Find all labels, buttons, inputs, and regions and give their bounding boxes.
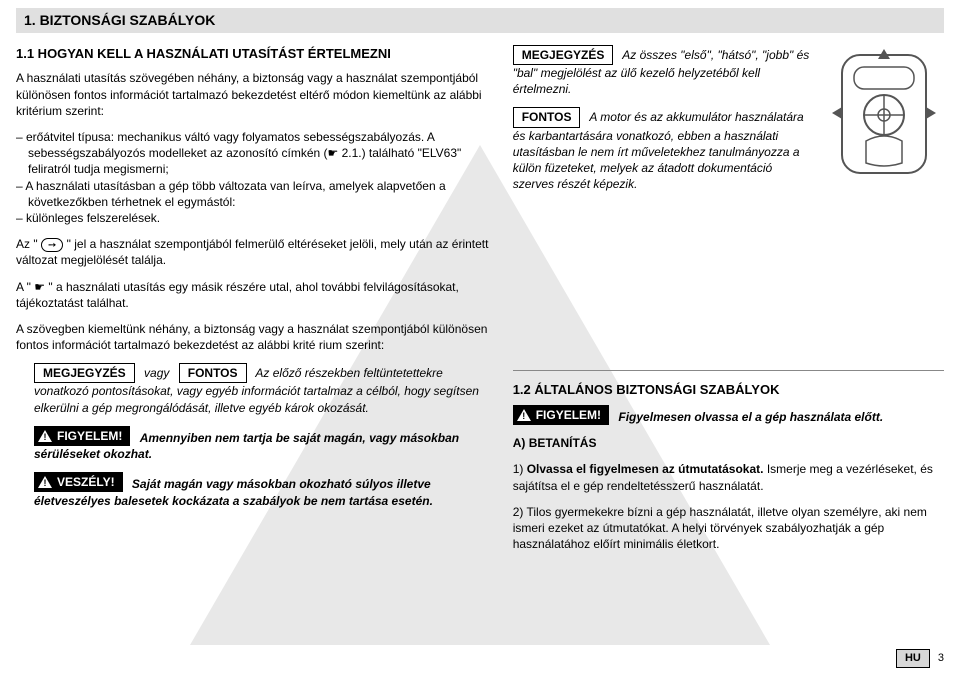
list-item: – A használati utasításban a gép több vá… <box>16 178 493 210</box>
important-label-box: FONTOS <box>513 107 581 127</box>
arrow-symbol-paragraph: Az " ➙ " jel a használat szempontjából f… <box>16 236 493 268</box>
arrow-bubble-icon: ➙ <box>41 238 63 252</box>
right-column: MEGJEGYZÉS Az összes "első", "hátsó", "j… <box>513 45 944 562</box>
right-top-row: MEGJEGYZÉS Az összes "első", "hátsó", "j… <box>513 45 944 203</box>
or-word: vagy <box>144 366 169 380</box>
attention-badge: FIGYELEM! <box>513 405 609 425</box>
language-badge: HU <box>896 649 930 668</box>
note-label-box: MEGJEGYZÉS <box>34 363 135 383</box>
warning-triangle-icon <box>38 430 52 442</box>
rule-1-num: 1) <box>513 462 527 476</box>
list-item: – különleges felszerelések. <box>16 210 493 226</box>
rule-1-bold: Olvassa el figyelmesen az útmutatásokat. <box>527 462 764 476</box>
right-top-text: MEGJEGYZÉS Az összes "első", "hátsó", "j… <box>513 45 812 203</box>
subsection-1-1-title: 1.1 HOGYAN KELL A HASZNÁLATI UTASÍTÁST É… <box>16 45 493 63</box>
criteria-list: – erőátvitel típusa: mechanikus váltó va… <box>16 129 493 226</box>
attention-label: FIGYELEM! <box>536 407 601 423</box>
operator-seat-diagram <box>824 45 944 180</box>
page-footer: HU 3 <box>896 649 944 668</box>
warning-triangle-icon <box>517 409 531 421</box>
list-item: – erőátvitel típusa: mechanikus váltó va… <box>16 129 493 178</box>
divider-line <box>513 370 944 371</box>
attention-read-body: Figyelmesen olvassa el a gép használata … <box>618 410 883 424</box>
danger-label: VESZÉLY! <box>57 474 115 490</box>
section-title: 1. BIZTONSÁGI SZABÁLYOK <box>16 8 944 33</box>
important-label-box: FONTOS <box>179 363 247 383</box>
attention-label: FIGYELEM! <box>57 428 122 444</box>
highlight-intro-paragraph: A szövegben kiemeltünk néhány, a biztons… <box>16 321 493 353</box>
note-important-block: MEGJEGYZÉS vagy FONTOS Az előző részekbe… <box>34 363 493 416</box>
attention-read-block: FIGYELEM! Figyelmesen olvassa el a gép h… <box>513 405 944 425</box>
rule-1: 1) Olvassa el figyelmesen az útmutatások… <box>513 461 944 493</box>
danger-block: VESZÉLY! Saját magán vagy másokban okozh… <box>34 472 493 508</box>
intro-paragraph: A használati utasítás szövegében néhány,… <box>16 70 493 119</box>
page-number: 3 <box>938 651 944 666</box>
note-paragraph: MEGJEGYZÉS Az összes "első", "hátsó", "j… <box>513 45 812 98</box>
left-column: 1.1 HOGYAN KELL A HASZNÁLATI UTASÍTÁST É… <box>16 45 493 562</box>
rule-2: 2) Tilos gyermekekre bízni a gép használ… <box>513 504 944 553</box>
pointer-symbol-paragraph: A " ☛ " a használati utasítás egy másik … <box>16 279 493 311</box>
attention-badge: FIGYELEM! <box>34 426 130 446</box>
note-label-box: MEGJEGYZÉS <box>513 45 614 65</box>
attention-block: FIGYELEM! Amennyiben nem tartja be saját… <box>34 426 493 462</box>
subsection-1-2-title: 1.2 ÁLTALÁNOS BIZTONSÁGI SZABÁLYOK <box>513 381 944 399</box>
danger-badge: VESZÉLY! <box>34 472 123 492</box>
training-heading: A) BETANÍTÁS <box>513 435 944 451</box>
warning-triangle-icon <box>38 476 52 488</box>
important-paragraph: FONTOS A motor és az akkumulátor használ… <box>513 107 812 192</box>
spacer <box>513 202 944 362</box>
two-column-layout: 1.1 HOGYAN KELL A HASZNÁLATI UTASÍTÁST É… <box>16 45 944 562</box>
